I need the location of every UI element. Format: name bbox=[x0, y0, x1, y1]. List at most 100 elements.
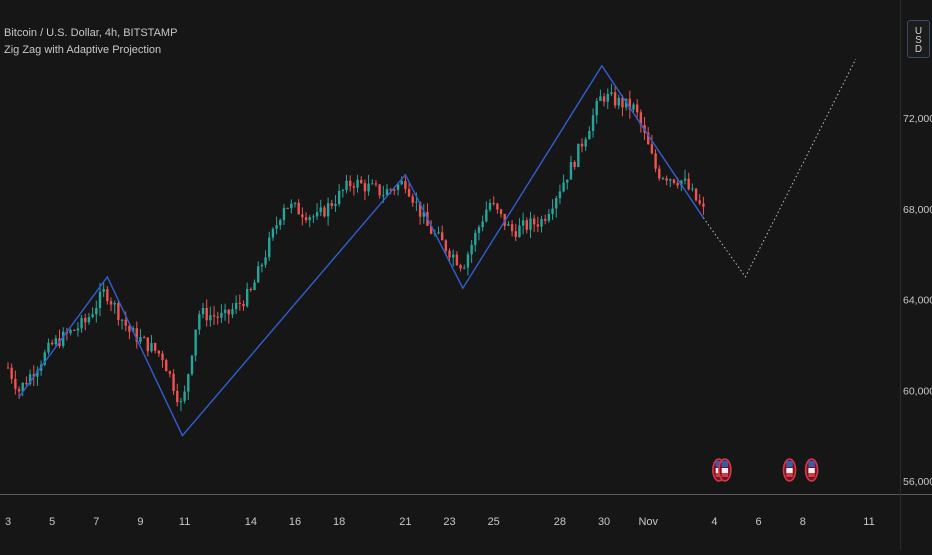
candle[interactable] bbox=[378, 184, 380, 195]
candle[interactable] bbox=[375, 183, 377, 184]
candle[interactable] bbox=[599, 96, 601, 101]
candle[interactable] bbox=[154, 343, 156, 351]
candle[interactable] bbox=[169, 371, 171, 373]
candle[interactable] bbox=[114, 303, 116, 305]
candle[interactable] bbox=[209, 315, 211, 320]
candle[interactable] bbox=[69, 330, 71, 333]
candle[interactable] bbox=[345, 181, 347, 190]
candle[interactable] bbox=[478, 227, 480, 233]
event-marker[interactable] bbox=[713, 459, 731, 481]
candle[interactable] bbox=[283, 208, 285, 220]
candle[interactable] bbox=[147, 337, 149, 351]
candle[interactable] bbox=[448, 251, 450, 258]
candle[interactable] bbox=[121, 320, 123, 321]
candle[interactable] bbox=[669, 179, 671, 180]
candle[interactable] bbox=[467, 254, 469, 267]
candle[interactable] bbox=[180, 401, 182, 402]
candle[interactable] bbox=[533, 218, 535, 224]
candle[interactable] bbox=[518, 226, 520, 237]
candle[interactable] bbox=[544, 219, 546, 221]
candle[interactable] bbox=[562, 182, 564, 191]
candle[interactable] bbox=[522, 220, 524, 225]
candle[interactable] bbox=[323, 207, 325, 216]
candle[interactable] bbox=[441, 232, 443, 240]
candle[interactable] bbox=[500, 209, 502, 213]
candle[interactable] bbox=[651, 144, 653, 153]
candle[interactable] bbox=[231, 309, 233, 314]
candle[interactable] bbox=[581, 144, 583, 147]
candle[interactable] bbox=[294, 203, 296, 204]
candle[interactable] bbox=[106, 289, 108, 301]
candle[interactable] bbox=[139, 337, 141, 342]
candle[interactable] bbox=[529, 218, 531, 229]
candle[interactable] bbox=[481, 221, 483, 227]
candle[interactable] bbox=[191, 356, 193, 375]
candle[interactable] bbox=[691, 189, 693, 190]
candle[interactable] bbox=[537, 224, 539, 226]
candle[interactable] bbox=[437, 232, 439, 233]
candle[interactable] bbox=[47, 343, 49, 353]
candle[interactable] bbox=[55, 338, 57, 344]
event-marker[interactable] bbox=[784, 459, 796, 481]
candle[interactable] bbox=[342, 190, 344, 191]
candle[interactable] bbox=[408, 189, 410, 197]
candle[interactable] bbox=[261, 265, 263, 266]
candle[interactable] bbox=[610, 92, 612, 94]
candle[interactable] bbox=[158, 351, 160, 354]
candle[interactable] bbox=[161, 354, 163, 361]
candle[interactable] bbox=[489, 203, 491, 210]
candle[interactable] bbox=[198, 314, 200, 329]
candle[interactable] bbox=[367, 184, 369, 192]
candle[interactable] bbox=[353, 186, 355, 187]
candle[interactable] bbox=[540, 219, 542, 227]
candle[interactable] bbox=[360, 180, 362, 183]
candle[interactable] bbox=[559, 192, 561, 199]
candle[interactable] bbox=[183, 392, 185, 401]
candle[interactable] bbox=[393, 190, 395, 191]
candle[interactable] bbox=[7, 368, 9, 369]
candle[interactable] bbox=[456, 255, 458, 266]
price-axis-panel[interactable] bbox=[900, 0, 932, 550]
candle[interactable] bbox=[194, 330, 196, 356]
candle[interactable] bbox=[220, 313, 222, 318]
candle[interactable] bbox=[338, 191, 340, 204]
candle[interactable] bbox=[584, 139, 586, 146]
candle[interactable] bbox=[688, 179, 690, 189]
candle[interactable] bbox=[246, 289, 248, 306]
candle[interactable] bbox=[165, 360, 167, 371]
candle[interactable] bbox=[364, 183, 366, 191]
currency-button[interactable]: USD bbox=[907, 20, 930, 58]
candle[interactable] bbox=[205, 308, 207, 320]
candle[interactable] bbox=[88, 317, 90, 322]
candle[interactable] bbox=[577, 144, 579, 167]
candle[interactable] bbox=[592, 115, 594, 131]
candle[interactable] bbox=[77, 329, 79, 331]
candle[interactable] bbox=[507, 224, 509, 226]
candle[interactable] bbox=[607, 94, 609, 102]
candle[interactable] bbox=[213, 315, 215, 316]
candle[interactable] bbox=[239, 303, 241, 304]
candle[interactable] bbox=[150, 343, 152, 351]
candle[interactable] bbox=[654, 153, 656, 168]
candle[interactable] bbox=[401, 181, 403, 184]
candle[interactable] bbox=[242, 304, 244, 306]
candle[interactable] bbox=[445, 240, 447, 250]
candle[interactable] bbox=[573, 162, 575, 167]
candle[interactable] bbox=[309, 217, 311, 220]
candle[interactable] bbox=[224, 310, 226, 313]
candle[interactable] bbox=[404, 181, 406, 189]
candle[interactable] bbox=[566, 180, 568, 183]
candle[interactable] bbox=[253, 282, 255, 290]
candle[interactable] bbox=[228, 310, 230, 315]
candle[interactable] bbox=[526, 220, 528, 230]
candle[interactable] bbox=[25, 383, 27, 384]
candle[interactable] bbox=[496, 204, 498, 210]
candle[interactable] bbox=[202, 308, 204, 314]
candle[interactable] bbox=[555, 198, 557, 208]
candle[interactable] bbox=[95, 308, 97, 314]
candle[interactable] bbox=[662, 178, 664, 179]
candle[interactable] bbox=[632, 104, 634, 109]
candle[interactable] bbox=[702, 204, 704, 207]
